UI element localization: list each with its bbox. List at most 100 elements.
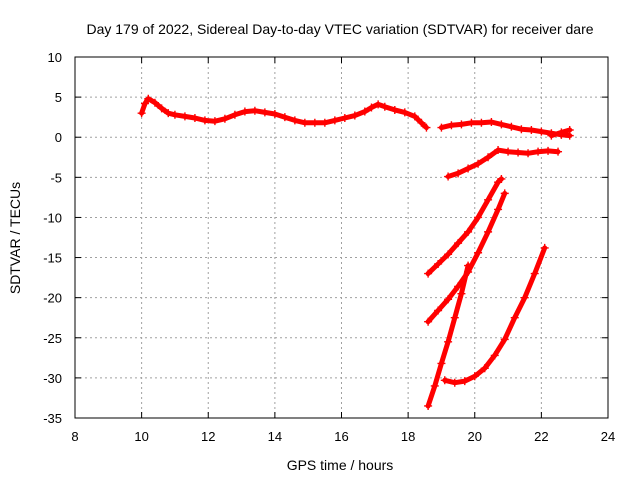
data-point [340, 113, 349, 122]
data-point [440, 376, 449, 385]
data-point [530, 269, 539, 278]
data-point [434, 259, 443, 268]
data-point [190, 113, 199, 122]
data-point [180, 112, 189, 121]
data-point [500, 189, 509, 198]
data-point [464, 227, 473, 236]
data-point [474, 159, 483, 168]
data-point [540, 243, 549, 252]
y-tick-label: -5 [50, 170, 62, 185]
data-point [494, 146, 503, 155]
x-tick-label: 10 [134, 429, 148, 444]
data-point [444, 250, 453, 259]
grid [75, 57, 608, 418]
chart-title: Day 179 of 2022, Sidereal Day-to-day VTE… [86, 21, 593, 37]
data-point [474, 248, 483, 257]
data-point [170, 110, 179, 119]
data-point [424, 401, 433, 410]
data-point [464, 261, 473, 270]
data-point [470, 372, 479, 381]
y-axis-label: SDTVAR / TECUs [7, 182, 23, 294]
data-point [360, 107, 369, 116]
data-point [367, 103, 376, 112]
data-point [480, 364, 489, 373]
data-point [144, 94, 153, 103]
y-tick-label: -10 [43, 210, 62, 225]
series-7 [424, 261, 473, 410]
x-tick-label: 24 [601, 429, 615, 444]
data-point [422, 123, 431, 132]
series-1 [137, 94, 431, 132]
data-point [417, 118, 426, 127]
data-point [497, 120, 506, 129]
data-series [137, 94, 574, 410]
data-point [557, 128, 566, 137]
data-point [494, 205, 503, 214]
series-8 [440, 243, 549, 387]
data-point [424, 317, 433, 326]
data-point [565, 126, 574, 135]
x-tick-label: 20 [468, 429, 482, 444]
data-point [430, 381, 439, 390]
data-point [490, 351, 499, 360]
data-point [484, 153, 493, 162]
data-point [457, 120, 466, 129]
y-tick-label: 5 [55, 90, 62, 105]
data-point [534, 147, 543, 156]
data-point [260, 108, 269, 117]
data-point [454, 169, 463, 178]
data-point [137, 109, 146, 118]
data-point [447, 121, 456, 130]
data-point [164, 109, 173, 118]
data-point [434, 306, 443, 315]
data-point [497, 174, 506, 183]
y-tick-label: -35 [43, 411, 62, 426]
data-point [450, 378, 459, 387]
data-point [140, 99, 149, 108]
data-point [250, 106, 259, 115]
data-point [444, 337, 453, 346]
data-point [290, 116, 299, 125]
data-point [474, 213, 483, 222]
data-point [484, 195, 493, 204]
y-tick-label: -25 [43, 331, 62, 346]
series-4 [444, 146, 563, 181]
data-point [374, 100, 383, 109]
data-point [477, 118, 486, 127]
data-point [157, 104, 166, 113]
x-axis-label: GPS time / hours [287, 457, 394, 473]
data-point [510, 313, 519, 322]
x-tick-label: 14 [268, 429, 282, 444]
data-point [527, 126, 536, 135]
data-point [524, 149, 533, 158]
data-point [460, 377, 469, 386]
series-line [442, 245, 548, 386]
y-tick-label: -30 [43, 371, 62, 386]
data-point [320, 118, 329, 127]
data-point [280, 113, 289, 122]
data-point [300, 118, 309, 127]
y-tick-label: -15 [43, 251, 62, 266]
data-point [380, 102, 389, 111]
data-point [554, 147, 563, 156]
data-point [454, 239, 463, 248]
data-point [457, 289, 466, 298]
data-point [200, 116, 209, 125]
data-point [484, 227, 493, 236]
data-point [507, 122, 516, 131]
x-tick-label: 18 [401, 429, 415, 444]
data-point [450, 313, 459, 322]
data-point [150, 98, 159, 107]
data-point [504, 147, 513, 156]
x-tick-label: 12 [201, 429, 215, 444]
data-point [544, 146, 553, 155]
series-line [139, 96, 429, 131]
data-point [350, 111, 359, 120]
data-point [310, 118, 319, 127]
data-point [390, 105, 399, 114]
x-tick-label: 8 [71, 429, 78, 444]
data-point [537, 127, 546, 136]
data-point [270, 109, 279, 118]
data-point [444, 172, 453, 181]
